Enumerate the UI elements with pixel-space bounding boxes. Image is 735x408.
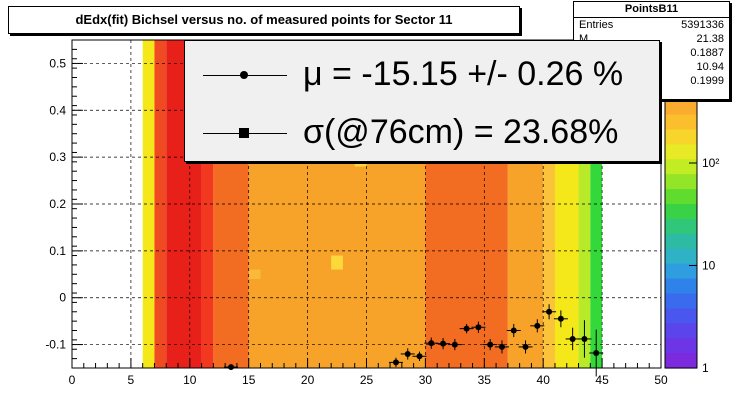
heatmap-cell [331,255,343,270]
x-tick-label: 10 [183,373,197,387]
heatmap-column [201,40,214,368]
chart-title: dEdx(fit) Bichsel versus no. of measured… [8,6,520,34]
data-point [463,325,470,332]
palette-tick-label: 1 [702,361,709,375]
y-tick-label: 0.3 [49,150,66,164]
data-point [510,327,517,334]
x-tick-label: 15 [242,373,256,387]
x-tick-label: 20 [301,373,315,387]
stats-name: PointsB11 [574,2,729,18]
legend-entry-mu: μ = -15.15 +/- 0.26 % [185,45,659,101]
data-point [428,340,435,347]
palette-band [665,308,697,324]
data-point [487,341,494,348]
x-tick-label: 5 [128,373,135,387]
stats-row: 10.94 [574,60,729,74]
x-tick-label: 25 [360,373,374,387]
palette-band [665,189,697,205]
x-tick-label: 40 [537,373,551,387]
palette-band [665,233,697,250]
data-point [557,315,564,322]
legend-label-mu: μ = -15.15 +/- 0.26 % [303,55,624,93]
palette-band [665,114,697,131]
stats-value: 5391336 [681,19,724,31]
data-point [416,353,423,360]
heatmap-column [543,40,555,368]
y-tick-label: 0.4 [49,103,66,117]
data-point [475,324,482,331]
stats-label: Entries [579,19,614,31]
palette-band [665,174,697,190]
data-point [546,308,553,315]
stats-row: M 21.38 [574,32,729,46]
palette-band [665,159,697,175]
legend-box: μ = -15.15 +/- 0.26 % σ(@76cm) = 23.68% [184,40,660,162]
square-marker-icon [239,128,249,138]
stats-row: 0.1887 [574,46,729,60]
palette-band [665,218,697,235]
data-point [440,340,447,347]
legend-entry-sigma: σ(@76cm) = 23.68% [185,103,659,159]
palette-band [665,129,697,145]
stats-value: 0.1887 [690,47,724,59]
x-tick-label: 35 [478,373,492,387]
data-point [581,335,588,342]
data-point [392,359,399,366]
stats-value: 0.1999 [690,75,724,87]
heatmap-column [142,40,155,368]
stats-row-entries: Entries 5391336 [574,18,729,32]
palette-band [665,99,697,116]
stats-label: M [579,33,589,45]
palette-band [665,353,697,369]
palette-band [665,278,697,295]
stats-row: 0.1999 [574,74,729,88]
data-point [522,343,529,350]
palette-tick-label: 10 [702,259,716,273]
palette-band [665,144,697,160]
x-tick-label: 30 [419,373,433,387]
stats-value: 21.38 [696,33,724,45]
legend-label-sigma: σ(@76cm) = 23.68% [303,113,619,151]
palette-band [665,204,697,220]
palette-band [665,293,697,309]
x-tick-label: 0 [69,373,76,387]
palette-band [665,338,697,354]
data-point [451,341,458,348]
palette-band [665,323,697,339]
x-tick-label: 50 [654,373,668,387]
y-tick-label: 0.1 [49,244,66,258]
data-point [228,364,235,371]
y-tick-label: -0.1 [45,338,66,352]
stats-value: 10.94 [696,61,724,73]
data-point [569,335,576,342]
y-tick-label: 0.5 [49,56,66,70]
x-tick-label: 45 [595,373,609,387]
data-point [534,322,541,329]
circle-marker-icon [240,71,248,79]
heatmap-column [154,40,167,368]
palette-band [665,248,697,265]
data-point [404,350,411,357]
palette-tick-label: 10² [702,156,719,170]
data-point [593,350,600,357]
y-tick-label: 0.2 [49,197,66,211]
palette-band [665,263,697,280]
data-point [498,343,505,350]
heatmap-cell [248,269,261,279]
y-tick-label: 0 [59,291,66,305]
